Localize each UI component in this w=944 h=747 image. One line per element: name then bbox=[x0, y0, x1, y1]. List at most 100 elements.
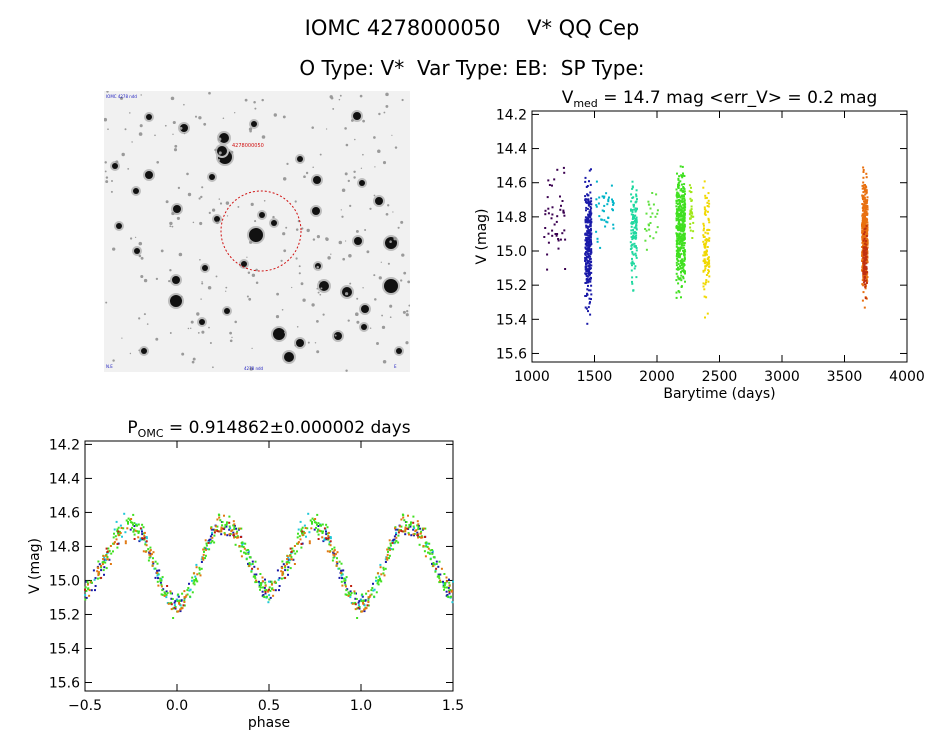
fold-point bbox=[357, 606, 360, 609]
fold-point bbox=[280, 570, 283, 573]
fold-point bbox=[106, 558, 109, 561]
lc-point bbox=[590, 229, 592, 232]
lc-xtick-label: 1000 bbox=[514, 369, 550, 385]
lc-point bbox=[586, 225, 589, 228]
lc-point bbox=[862, 269, 865, 272]
lc-point bbox=[861, 195, 864, 198]
lc-point bbox=[861, 234, 864, 237]
lc-point bbox=[866, 239, 869, 242]
lc-point bbox=[588, 232, 591, 235]
lc-point bbox=[590, 243, 593, 246]
finder-star bbox=[134, 248, 140, 254]
fold-point bbox=[377, 572, 380, 575]
lc-point bbox=[588, 225, 591, 228]
lc-point bbox=[676, 234, 679, 237]
fold-point bbox=[442, 584, 445, 587]
finder-faint-star bbox=[402, 310, 406, 314]
finder-faint-star bbox=[369, 207, 372, 210]
finder-faint-star bbox=[225, 201, 230, 205]
finder-faint-star bbox=[155, 277, 159, 281]
lc-point bbox=[866, 205, 869, 207]
fold-point bbox=[417, 526, 420, 529]
finder-star bbox=[170, 295, 182, 307]
lc-point bbox=[675, 188, 678, 191]
fold-point bbox=[361, 593, 364, 596]
fold-point bbox=[337, 567, 340, 570]
lc-point bbox=[635, 249, 638, 252]
fold-point bbox=[288, 558, 291, 561]
lc-point bbox=[691, 237, 694, 239]
lc-point bbox=[675, 245, 678, 248]
fold-point bbox=[262, 595, 265, 598]
lc-point bbox=[595, 230, 598, 233]
lc-point bbox=[682, 210, 685, 213]
lc-point bbox=[635, 195, 638, 198]
lc-point bbox=[863, 235, 865, 238]
lc-point bbox=[588, 169, 591, 172]
fold-point bbox=[332, 553, 335, 556]
fold-point bbox=[409, 523, 412, 526]
lc-point bbox=[634, 226, 637, 229]
lc-point bbox=[689, 222, 692, 225]
lc-point bbox=[590, 168, 592, 171]
finder-faint-star bbox=[246, 295, 249, 298]
lc-point bbox=[707, 260, 710, 263]
fold-point bbox=[243, 547, 246, 550]
fold-point bbox=[221, 524, 224, 527]
lc-point bbox=[682, 249, 684, 252]
lc-point bbox=[585, 256, 588, 258]
lc-point bbox=[587, 213, 590, 216]
lc-point bbox=[861, 259, 864, 262]
lc-point bbox=[863, 253, 866, 256]
lc-point bbox=[587, 253, 590, 256]
lc-point bbox=[588, 234, 591, 237]
fold-point bbox=[240, 535, 243, 538]
lc-point bbox=[863, 248, 866, 251]
lc-point bbox=[862, 237, 865, 239]
fold-point bbox=[94, 577, 97, 580]
finder-faint-star bbox=[179, 126, 183, 130]
lc-point bbox=[585, 198, 588, 201]
lc-point bbox=[862, 197, 865, 200]
lc-point bbox=[682, 214, 685, 217]
lc-point bbox=[679, 204, 682, 207]
fold-point bbox=[170, 603, 173, 606]
fold-point bbox=[293, 563, 296, 565]
fold-point bbox=[178, 601, 180, 604]
fold-point bbox=[422, 545, 425, 548]
lc-point bbox=[634, 232, 637, 234]
fold-point bbox=[289, 554, 292, 557]
finder-faint-star bbox=[319, 153, 322, 156]
fold-point bbox=[443, 584, 446, 587]
fold-point bbox=[416, 534, 419, 537]
lc-point bbox=[865, 225, 868, 228]
lc-point bbox=[556, 168, 559, 171]
lc-point bbox=[635, 221, 638, 224]
lc-point bbox=[864, 244, 867, 247]
lc-point bbox=[585, 240, 588, 243]
lc-point bbox=[652, 203, 655, 206]
fold-point bbox=[105, 554, 108, 557]
lc-point bbox=[861, 266, 864, 269]
lc-point bbox=[680, 240, 683, 242]
lc-point bbox=[675, 212, 678, 215]
fold-point bbox=[211, 536, 214, 539]
fold-point bbox=[119, 524, 122, 527]
fold-point bbox=[210, 541, 213, 544]
fold-point bbox=[316, 513, 319, 516]
lc-point bbox=[584, 219, 587, 222]
lc-point bbox=[551, 229, 554, 232]
lc-point bbox=[865, 270, 868, 273]
lc-point bbox=[864, 222, 867, 225]
fold-point bbox=[113, 528, 116, 531]
lc-point bbox=[862, 281, 865, 284]
fold-point bbox=[274, 589, 277, 592]
finder-faint-star bbox=[105, 301, 108, 304]
lc-point bbox=[585, 248, 588, 251]
lc-point bbox=[862, 236, 865, 238]
fold-point bbox=[258, 584, 261, 587]
lc-point bbox=[633, 242, 636, 245]
lc-point bbox=[864, 212, 867, 215]
fold-ytick-label: 14.4 bbox=[49, 471, 80, 487]
fold-point bbox=[223, 526, 226, 529]
